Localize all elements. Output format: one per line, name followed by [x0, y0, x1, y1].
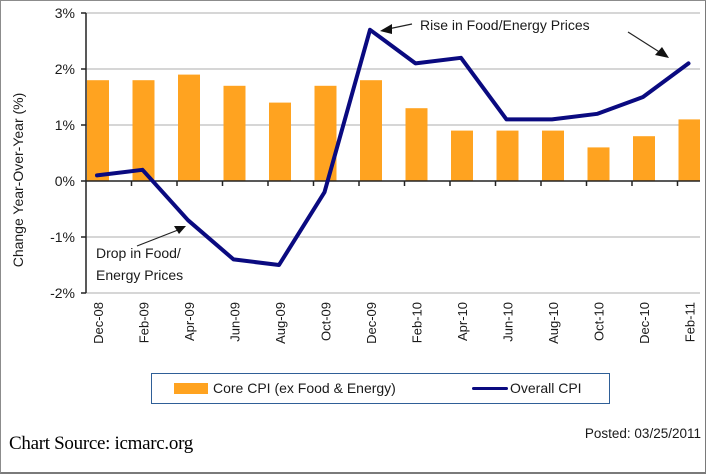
legend-label-core-cpi: Core CPI (ex Food & Energy)	[213, 380, 396, 396]
drop-annotation-line-1: Drop in Food/	[96, 245, 181, 261]
y-tick-label: 3%	[55, 5, 75, 21]
bar-dec-08	[87, 80, 109, 181]
bar-apr-09	[178, 75, 200, 181]
bar-aug-10	[542, 131, 564, 181]
legend-label-overall-cpi: Overall CPI	[510, 380, 582, 396]
x-ticks: Dec-08 Feb-09 Apr-09 Jun-09 Aug-09 Oct-09 Dec-…	[91, 181, 698, 344]
bar-feb-09	[133, 80, 155, 181]
legend-item-overall-cpi: Overall CPI	[472, 380, 582, 396]
y-tick-label: -1%	[50, 229, 75, 245]
rise-annotation-text: Rise in Food/Energy Prices	[420, 17, 590, 33]
drop-arrow-head-icon	[174, 226, 186, 234]
bar-oct-10	[588, 147, 610, 181]
x-tick-label: Feb-11	[683, 302, 698, 342]
x-tick-label: Apr-10	[455, 302, 470, 341]
drop-annotation-arrow	[137, 230, 178, 246]
bar-feb-11	[679, 119, 701, 181]
x-tick-label: Dec-08	[91, 302, 106, 344]
y-tick-label: 0%	[55, 173, 75, 189]
bar-dec-09	[360, 80, 382, 181]
legend: Core CPI (ex Food & Energy) Overall CPI	[151, 373, 610, 404]
bar-feb-10	[406, 108, 428, 181]
x-tick-label: Apr-09	[182, 302, 197, 341]
y-tick-label: 1%	[55, 117, 75, 133]
legend-swatch-line	[472, 387, 508, 390]
x-tick-label: Feb-09	[137, 302, 152, 343]
bar-series-core-cpi	[87, 75, 700, 181]
bar-jun-09	[224, 86, 246, 181]
legend-item-core-cpi: Core CPI (ex Food & Energy)	[174, 380, 396, 396]
drop-annotation-line-2: Energy Prices	[96, 267, 183, 283]
rise-annotation: Rise in Food/Energy Prices	[380, 17, 669, 58]
x-tick-label: Jun-09	[228, 302, 243, 342]
legend-swatch-bar	[174, 383, 208, 394]
bar-aug-09	[269, 103, 291, 181]
posted-date: Posted: 03/25/2011	[585, 426, 701, 441]
rise-annotation-arrow-right	[628, 32, 661, 53]
rise-arrow-head-right-icon	[655, 47, 669, 58]
rise-arrow-head-left-icon	[380, 24, 392, 34]
y-tick-label: -2%	[50, 285, 75, 301]
drop-annotation: Drop in Food/ Energy Prices	[96, 226, 186, 283]
x-tick-label: Dec-09	[364, 302, 379, 344]
x-tick-label: Dec-10	[637, 302, 652, 344]
x-tick-label: Jun-10	[501, 302, 516, 342]
y-ticks: 3% 2% 1% 0% -1% -2%	[50, 5, 86, 301]
bar-apr-10	[451, 131, 473, 181]
x-tick-label: Aug-09	[273, 302, 288, 344]
x-tick-label: Oct-10	[592, 302, 607, 341]
y-tick-label: 2%	[55, 61, 75, 77]
bar-jun-10	[497, 131, 519, 181]
x-tick-label: Oct-09	[319, 302, 334, 341]
x-tick-label: Feb-10	[410, 302, 425, 343]
bar-dec-10	[633, 136, 655, 181]
x-tick-label: Aug-10	[546, 302, 561, 344]
y-axis-title: Change Year-Over-Year (%)	[10, 93, 26, 268]
chart-source: Chart Source: icmarc.org	[9, 433, 193, 455]
